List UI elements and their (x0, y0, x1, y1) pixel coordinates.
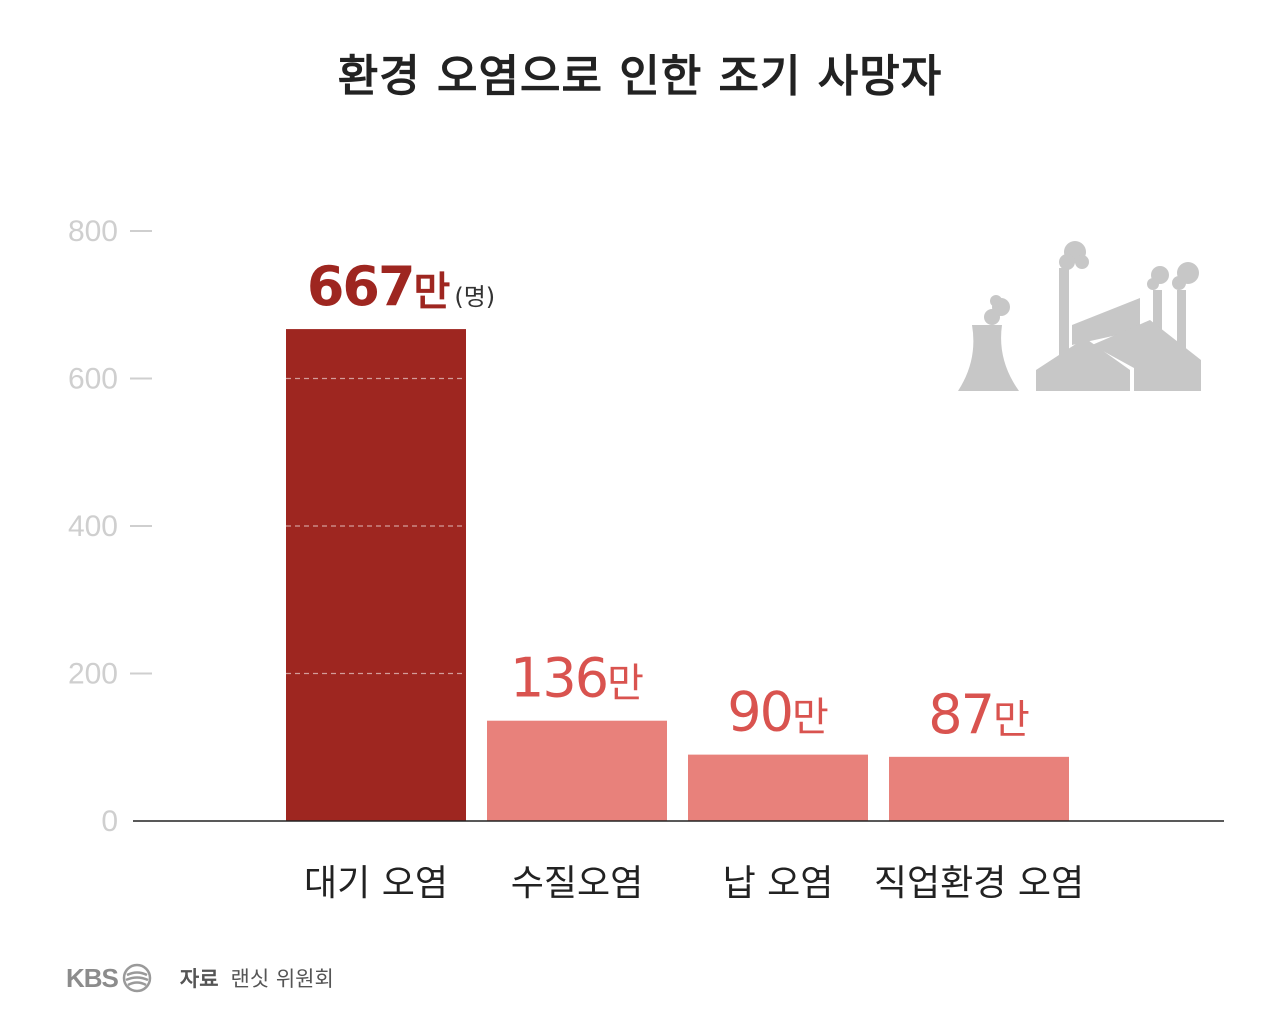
data-label: 87만 (928, 683, 1030, 746)
x-axis: 대기 오염 수질오염 납 오염 직업환경 오염 (304, 863, 1084, 904)
bar (889, 756, 1069, 821)
chart-title: 환경 오염으로 인한 조기 사망자 (337, 51, 943, 102)
y-axis: 0 200 400 600 800 (68, 215, 152, 838)
source-label: 자료 (179, 967, 219, 991)
bar (286, 329, 466, 821)
gridlines (286, 377, 466, 675)
x-tick-label: 직업환경 오염 (874, 863, 1084, 904)
bar (487, 720, 667, 821)
y-tick-label: 600 (68, 363, 118, 396)
x-tick-label: 대기 오염 (304, 863, 448, 904)
y-tick-label: 200 (68, 658, 118, 691)
data-label: 90만 (727, 681, 829, 744)
data-label: 667만 (명) (307, 255, 495, 318)
factory-icon (958, 241, 1201, 391)
x-tick-label: 수질오염 (511, 863, 643, 904)
value-labels: 667만 (명) 136만 90만 87만 (307, 255, 1030, 746)
y-tick-label: 0 (101, 805, 118, 838)
y-tick-label: 400 (68, 510, 118, 543)
footer: KBS 자료 랜싯 위원회 (66, 958, 334, 998)
bar (688, 754, 868, 821)
kbs-logo-icon (122, 963, 152, 993)
source-text: 랜싯 위원회 (230, 967, 334, 991)
x-tick-label: 납 오염 (723, 863, 834, 904)
y-tick-label: 800 (68, 215, 118, 248)
bars (286, 329, 1069, 821)
data-label: 136만 (510, 647, 644, 710)
kbs-logo-text: KBS (66, 962, 119, 993)
